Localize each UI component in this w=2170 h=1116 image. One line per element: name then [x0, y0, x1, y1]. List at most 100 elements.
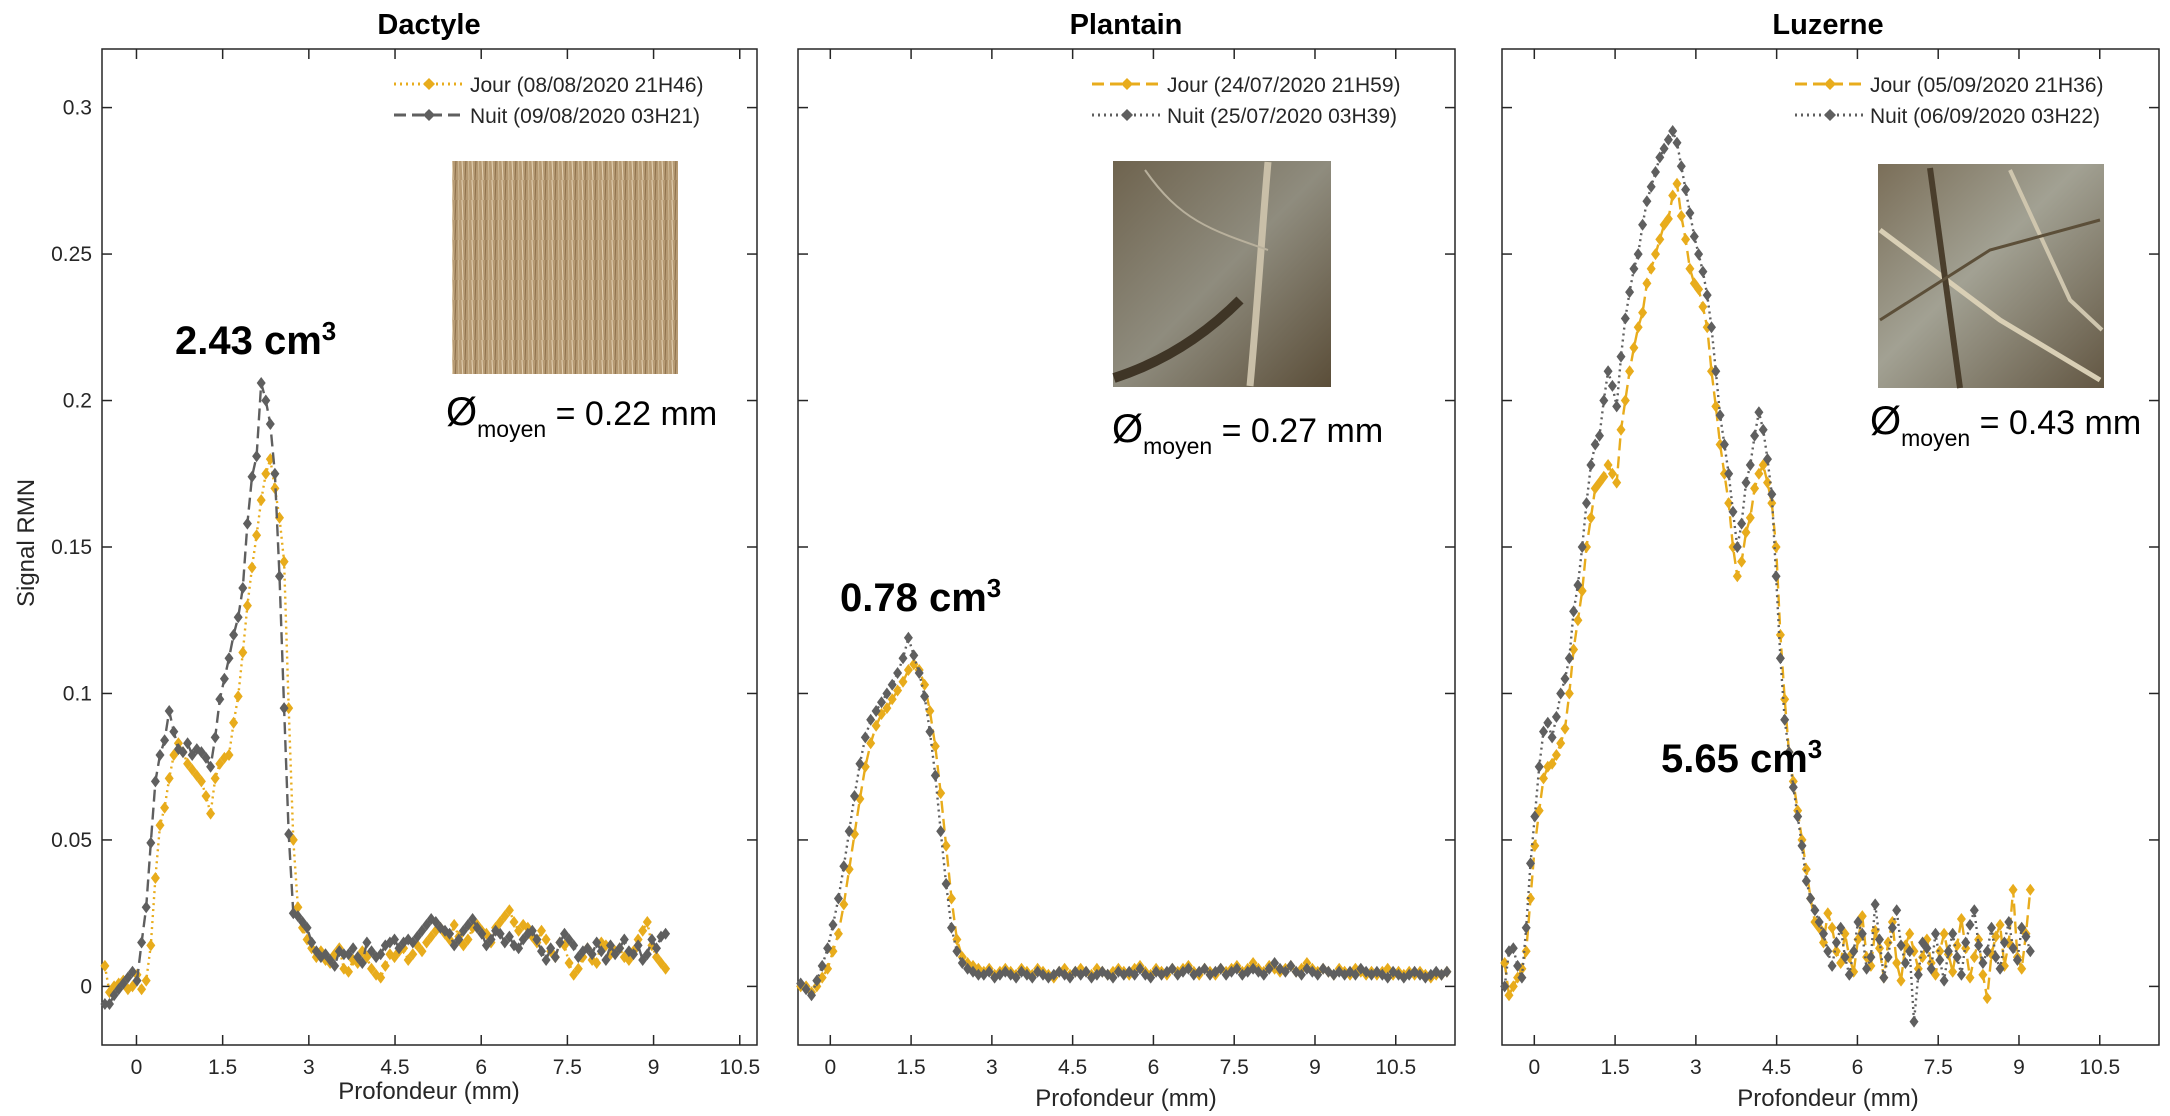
data-point — [1625, 286, 1635, 299]
data-point — [546, 942, 556, 955]
data-point — [564, 957, 574, 969]
data-point — [839, 898, 849, 911]
data-point — [1065, 971, 1075, 984]
legend: Jour (08/08/2020 21H46) Nuit (09/08/2020… — [394, 74, 704, 128]
series-nuit — [796, 631, 1452, 1002]
y-tick-label: 0.2 — [63, 390, 92, 413]
data-point — [1534, 760, 1544, 773]
data-point — [307, 936, 317, 949]
data-point — [1875, 933, 1884, 946]
data-point — [1521, 945, 1531, 958]
data-point — [206, 760, 216, 773]
panel-title: Plantain — [1070, 9, 1183, 41]
data-point — [920, 690, 930, 703]
data-point — [150, 775, 160, 788]
data-point — [629, 948, 638, 961]
data-point — [1638, 218, 1648, 231]
data-point — [882, 687, 892, 700]
data-point — [1939, 974, 1949, 987]
axis-ticks: 0 1.5 3 4.5 6 7.5 9 10.5 — [798, 49, 1455, 1079]
data-point — [1646, 180, 1656, 193]
data-point — [1547, 757, 1557, 770]
data-point — [1883, 936, 1893, 949]
legend-marker-jour — [1121, 78, 1133, 90]
data-point — [1595, 429, 1604, 442]
legend-marker-nuit — [423, 109, 435, 121]
data-point — [936, 787, 946, 800]
x-axis-label: Profondeur (mm) — [338, 1078, 519, 1105]
data-point — [1264, 962, 1274, 975]
data-point — [247, 470, 257, 483]
x-tick-label: 4.5 — [380, 1056, 409, 1079]
data-point — [866, 713, 876, 726]
x-tick-label: 3 — [1690, 1056, 1702, 1079]
data-point — [1216, 962, 1226, 975]
data-point — [642, 916, 652, 928]
data-point — [233, 690, 243, 703]
data-point — [224, 652, 234, 665]
data-point — [160, 734, 170, 747]
data-point — [1974, 939, 1984, 952]
data-point — [844, 825, 854, 838]
data-point — [1956, 968, 1966, 981]
data-point — [909, 649, 919, 662]
data-point — [871, 705, 881, 717]
data-point — [1767, 488, 1777, 501]
data-point — [1763, 453, 1772, 466]
data-point — [219, 672, 229, 685]
data-point — [1582, 497, 1591, 510]
data-point — [1965, 918, 1975, 931]
data-point — [1560, 722, 1570, 735]
x-tick-label: 1.5 — [1600, 1056, 1629, 1079]
data-point — [468, 913, 478, 925]
data-point — [1183, 962, 1193, 975]
data-point — [238, 582, 248, 594]
data-point — [1969, 904, 1979, 917]
data-point — [1612, 476, 1622, 489]
data-point — [1108, 971, 1118, 984]
data-point — [1698, 300, 1708, 313]
data-point — [1633, 321, 1643, 334]
data-point — [801, 983, 811, 996]
data-point — [583, 942, 592, 955]
legend-entry-jour: Jour (24/07/2020 21H59) — [1167, 74, 1401, 97]
data-point — [1569, 605, 1579, 618]
data-point — [1879, 971, 1889, 984]
data-point — [1999, 936, 2009, 949]
data-point — [1668, 189, 1678, 202]
data-point — [252, 450, 262, 463]
data-point — [1232, 962, 1242, 975]
data-point — [1556, 737, 1566, 750]
data-point — [1887, 921, 1897, 934]
legend-entry-nuit: Nuit (25/07/2020 03H39) — [1167, 105, 1397, 128]
data-point — [1694, 283, 1704, 296]
data-point — [242, 517, 252, 530]
data-point — [357, 957, 367, 969]
data-point — [1702, 289, 1712, 302]
data-point — [408, 936, 418, 949]
data-point — [936, 825, 946, 838]
y-tick-label: 0.25 — [51, 243, 92, 266]
data-point — [458, 939, 468, 952]
data-point — [1599, 394, 1609, 407]
data-point — [893, 667, 903, 679]
data-point — [1694, 248, 1704, 261]
data-point — [1823, 945, 1833, 958]
data-point — [1642, 195, 1652, 208]
data-point — [1948, 927, 1958, 940]
data-point — [1081, 965, 1091, 978]
data-point — [807, 989, 816, 1002]
data-point — [1586, 511, 1596, 524]
data-point — [1780, 693, 1790, 706]
legend-entry-jour: Jour (08/08/2020 21H46) — [470, 74, 704, 97]
data-point — [1866, 951, 1876, 964]
data-point — [642, 948, 652, 961]
data-point — [1969, 951, 1979, 964]
diameter-label: Ømoyen = 0.22 mm — [446, 390, 717, 442]
data-point — [914, 667, 924, 679]
y-tick-label: 0 — [80, 975, 92, 998]
data-point — [1607, 379, 1617, 392]
data-point — [1011, 971, 1021, 984]
data-point — [344, 948, 353, 961]
data-point — [109, 989, 119, 1002]
